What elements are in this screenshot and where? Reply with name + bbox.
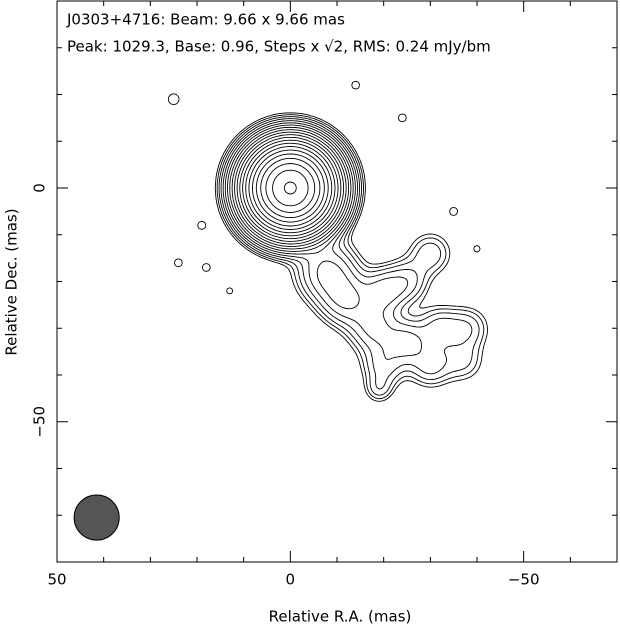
contour bbox=[167, 80, 488, 402]
contour bbox=[231, 129, 349, 247]
contour bbox=[248, 146, 333, 230]
x-tick-label: 50 bbox=[47, 571, 66, 589]
contour bbox=[220, 118, 473, 390]
contour bbox=[245, 142, 336, 234]
contour bbox=[224, 122, 360, 310]
contour bbox=[239, 136, 342, 240]
contour bbox=[216, 114, 485, 400]
contour bbox=[229, 126, 352, 250]
chart-subtitle: Peak: 1029.3, Base: 0.96, Steps x √2, RM… bbox=[67, 38, 491, 56]
contour bbox=[242, 139, 339, 237]
contour bbox=[255, 153, 325, 223]
contour bbox=[218, 116, 480, 396]
contour bbox=[272, 169, 309, 207]
x-axis-label: Relative R.A. (mas) bbox=[269, 608, 412, 626]
contour bbox=[260, 157, 321, 219]
y-tick-label: 0 bbox=[31, 183, 49, 193]
contour bbox=[252, 149, 329, 227]
x-tick-label: −50 bbox=[508, 571, 540, 589]
contour bbox=[222, 120, 422, 360]
chart-title: J0303+4716: Beam: 9.66 x 9.66 mas bbox=[66, 11, 345, 29]
contour bbox=[265, 163, 316, 213]
beam bbox=[73, 494, 120, 541]
x-tick-label: 0 bbox=[286, 571, 296, 589]
contour bbox=[283, 181, 297, 195]
contour bbox=[234, 131, 347, 245]
plot-frame bbox=[56, 0, 618, 563]
y-axis-label: Relative Dec. (mas) bbox=[3, 208, 21, 355]
contour bbox=[236, 134, 345, 242]
contour bbox=[227, 124, 354, 252]
y-tick-label: −50 bbox=[31, 406, 49, 438]
